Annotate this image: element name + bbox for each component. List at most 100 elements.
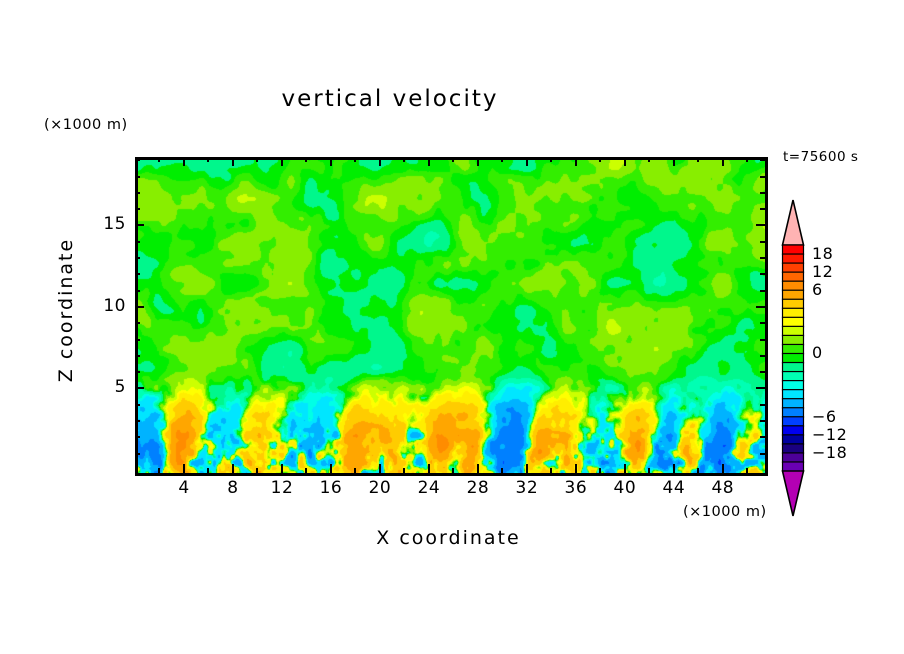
y-minor-tick [135, 452, 140, 455]
x-major-tick-top [378, 157, 381, 166]
y-minor-tick [135, 257, 140, 260]
x-tick-label: 32 [515, 478, 539, 498]
colorbar-band [781, 289, 805, 301]
y-minor-tick-right [760, 354, 765, 357]
x-tick-label: 16 [319, 478, 343, 498]
y-minor-tick-right [760, 452, 765, 455]
x-minor-tick-top [158, 157, 161, 162]
x-minor-tick [305, 468, 308, 473]
x-minor-tick-top [697, 157, 700, 162]
x-major-tick-top [623, 157, 626, 166]
colorbar-band [781, 352, 805, 364]
x-tick-label: 40 [613, 478, 637, 498]
colorbar-band [781, 389, 805, 400]
colorbar-band [781, 307, 805, 319]
x-minor-tick [403, 468, 406, 473]
x-minor-tick-top [550, 157, 553, 162]
colorbar-tick-label: 18 [812, 244, 834, 264]
y-minor-tick-right [760, 420, 765, 423]
contour-plot-area [135, 157, 768, 476]
y-axis-title: Z coordinate [55, 237, 77, 383]
colorbar-band [781, 271, 805, 283]
x-major-tick-top [231, 157, 234, 166]
x-major-tick-top [721, 157, 724, 166]
x-tick-label: 48 [711, 478, 735, 498]
colorbar-band [781, 334, 805, 346]
y-minor-tick [135, 208, 140, 211]
x-minor-tick [648, 468, 651, 473]
y-major-tick-right [756, 387, 765, 390]
y-minor-tick [135, 354, 140, 357]
y-minor-tick [135, 322, 140, 325]
colorbar-band [781, 370, 805, 382]
colorbar-under-arrow [781, 470, 805, 517]
y-minor-tick-right [760, 208, 765, 211]
y-major-tick [135, 224, 144, 227]
x-minor-tick [746, 468, 749, 473]
x-major-tick [378, 464, 381, 473]
y-minor-tick [135, 159, 140, 162]
colorbar-band [781, 407, 805, 418]
x-major-tick-top [476, 157, 479, 166]
colorbar-band [781, 425, 805, 436]
contour-field [138, 160, 765, 473]
colorbar-tick-label: 12 [812, 262, 834, 282]
x-minor-tick [599, 468, 602, 473]
x-minor-tick [501, 468, 504, 473]
x-minor-tick [452, 468, 455, 473]
y-major-tick-right [756, 224, 765, 227]
y-minor-tick-right [760, 159, 765, 162]
x-tick-label: 28 [466, 478, 490, 498]
x-major-tick [231, 464, 234, 473]
colorbar-tick-label: 0 [812, 343, 823, 363]
colorbar [781, 199, 805, 517]
x-tick-label: 4 [178, 478, 190, 498]
colorbar-tick-label: 6 [812, 280, 823, 300]
colorbar-tick-label: −6 [812, 406, 837, 426]
x-minor-tick-top [746, 157, 749, 162]
colorbar-band [781, 325, 805, 337]
y-tick-label: 5 [114, 377, 126, 398]
y-major-tick-right [756, 305, 765, 308]
colorbar-svg [781, 199, 805, 517]
y-minor-tick-right [760, 273, 765, 276]
y-minor-tick-right [760, 322, 765, 325]
y-minor-tick [135, 289, 140, 292]
x-major-tick-top [182, 157, 185, 166]
x-major-tick [476, 464, 479, 473]
x-axis-title: X coordinate [376, 527, 521, 549]
colorbar-band [781, 262, 805, 274]
colorbar-band [781, 343, 805, 355]
colorbar-band [781, 316, 805, 328]
x-minor-tick [697, 468, 700, 473]
x-axis-units-label: (×1000 m) [683, 504, 767, 520]
x-major-tick [525, 464, 528, 473]
y-minor-tick-right [760, 257, 765, 260]
colorbar-band [781, 253, 805, 265]
y-minor-tick [135, 175, 140, 178]
colorbar-band [781, 398, 805, 409]
x-major-tick [427, 464, 430, 473]
colorbar-band [781, 298, 805, 310]
y-minor-tick-right [760, 240, 765, 243]
y-tick-label: 10 [103, 295, 126, 316]
x-minor-tick [550, 468, 553, 473]
colorbar-band [781, 434, 805, 445]
colorbar-band [781, 452, 805, 463]
y-minor-tick-right [760, 338, 765, 341]
x-minor-tick-top [256, 157, 259, 162]
colorbar-band [781, 244, 805, 256]
y-minor-tick [135, 240, 140, 243]
colorbar-band [781, 443, 805, 454]
x-major-tick [623, 464, 626, 473]
colorbar-over-arrow [781, 199, 805, 246]
x-tick-label: 36 [564, 478, 588, 498]
x-major-tick [182, 464, 185, 473]
x-minor-tick-top [207, 157, 210, 162]
y-minor-tick-right [760, 191, 765, 194]
x-minor-tick [354, 468, 357, 473]
x-minor-tick-top [599, 157, 602, 162]
y-tick-label: 15 [103, 214, 126, 235]
x-tick-label: 12 [270, 478, 294, 498]
x-tick-label: 44 [662, 478, 686, 498]
